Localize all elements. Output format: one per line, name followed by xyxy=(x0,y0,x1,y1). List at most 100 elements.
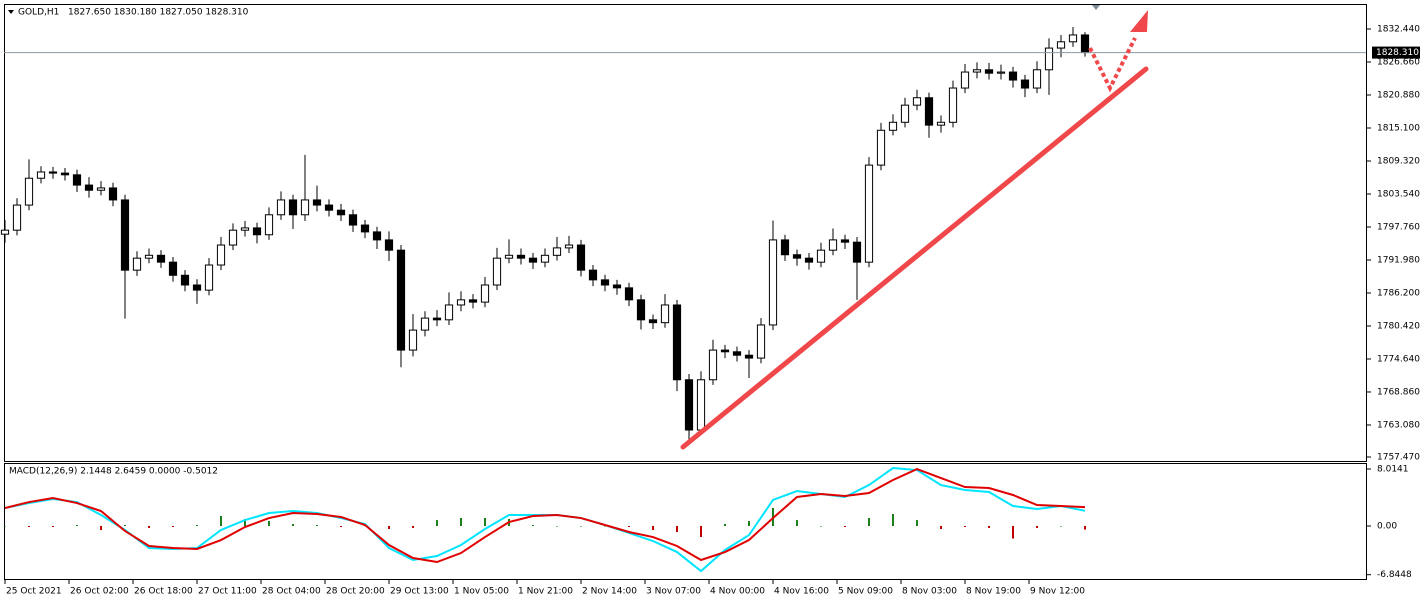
candle-body xyxy=(48,171,58,174)
histogram-bar xyxy=(484,517,486,527)
candle-body xyxy=(936,121,946,126)
last-price-label: 1828.310 xyxy=(1376,48,1419,58)
chart-subtitle: 1827.650 1830.180 1827.050 1828.310 xyxy=(68,8,249,18)
candle-body xyxy=(204,264,214,291)
y-tick-label: 1786.200 xyxy=(1377,288,1420,298)
candle-body xyxy=(276,199,286,216)
y-tick-label: 0.00 xyxy=(1377,522,1397,532)
candle-body xyxy=(648,319,658,324)
candle-body xyxy=(192,284,202,291)
candle-body xyxy=(108,187,118,201)
candle-body xyxy=(924,97,934,126)
menu-arrow[interactable] xyxy=(8,10,14,14)
y-tick-label: 1768.860 xyxy=(1377,387,1420,397)
candle-body xyxy=(264,214,274,236)
candle-body xyxy=(1032,69,1042,89)
candle-body xyxy=(312,199,322,206)
candle-body xyxy=(756,324,766,359)
histogram-bar xyxy=(676,526,678,533)
candle-body xyxy=(528,257,538,263)
histogram-bar xyxy=(76,525,78,527)
histogram-bar xyxy=(1036,526,1038,529)
candle-body xyxy=(612,284,622,289)
candle-body xyxy=(384,239,394,251)
y-tick-label: 1820.880 xyxy=(1377,91,1420,101)
histogram-bar xyxy=(220,515,222,527)
last-price-box xyxy=(1372,46,1420,59)
histogram-bar xyxy=(388,526,390,530)
x-tick-label: 29 Oct 13:00 xyxy=(390,587,449,597)
y-tick-label: 8.0141 xyxy=(1377,465,1409,475)
macd-line xyxy=(4,467,1086,564)
annotation xyxy=(680,10,1149,450)
x-tick-label: 4 Nov 00:00 xyxy=(710,587,765,597)
chart-title: GOLD,H1 xyxy=(18,8,59,18)
x-tick-label: 9 Nov 12:00 xyxy=(1030,587,1085,597)
candle-body xyxy=(156,254,166,263)
histogram-bar xyxy=(1084,526,1086,530)
x-tick-label: 1 Nov 21:00 xyxy=(518,587,573,597)
histogram-bar xyxy=(4,526,6,527)
candle-body xyxy=(252,227,262,236)
macd-title: MACD(12,26,9) 2.1448 2.6459 0.0000 -0.50… xyxy=(9,467,218,477)
x-tick-label: 26 Oct 18:00 xyxy=(134,587,193,597)
candle-body xyxy=(60,172,70,176)
x-tick-label: 2 Nov 14:00 xyxy=(582,587,637,597)
y-tick-label: 1780.420 xyxy=(1377,321,1420,331)
candle-body xyxy=(972,69,982,73)
candle-body xyxy=(12,204,22,231)
candle-body xyxy=(180,274,190,286)
candle-body xyxy=(216,244,226,266)
candle-body xyxy=(360,224,370,233)
candle-body xyxy=(888,121,898,131)
candle-body xyxy=(768,239,778,326)
candle-body xyxy=(468,299,478,303)
candle-body xyxy=(1044,47,1054,71)
candle-body xyxy=(372,231,382,241)
candle-body xyxy=(900,104,910,123)
candle-body xyxy=(24,177,34,206)
y-tick-label: 1832.440 xyxy=(1377,25,1420,35)
histogram-bar xyxy=(868,518,870,527)
candle-body xyxy=(1080,34,1090,54)
histogram-bar xyxy=(124,525,126,527)
histogram-bar xyxy=(268,520,270,527)
candle-body xyxy=(36,171,46,179)
histogram-bar xyxy=(52,526,54,528)
candle-body xyxy=(420,317,430,331)
candle-body xyxy=(840,239,850,243)
y-tick-label: 1803.540 xyxy=(1377,189,1420,199)
histogram-bar xyxy=(196,525,198,527)
x-tick-label: 28 Oct 04:00 xyxy=(262,587,321,597)
shift-marker xyxy=(1092,5,1100,10)
candle-body xyxy=(432,317,442,321)
candle-body xyxy=(480,284,490,303)
candle-body xyxy=(348,214,358,226)
y-tick-label: 1774.640 xyxy=(1377,354,1420,364)
x-tick-label: 28 Oct 20:00 xyxy=(326,587,385,597)
histogram-bar xyxy=(604,526,606,527)
candle-body xyxy=(552,247,562,256)
candle-body xyxy=(0,229,10,235)
candle-body xyxy=(984,69,994,74)
x-tick-label: 27 Oct 11:00 xyxy=(198,587,257,597)
candle-body xyxy=(324,204,334,211)
histogram-bar xyxy=(340,526,342,528)
candle-body xyxy=(240,227,250,231)
histogram-bar xyxy=(940,526,942,530)
candle-body xyxy=(600,279,610,286)
candle-body xyxy=(72,174,82,186)
x-tick-label: 26 Oct 02:00 xyxy=(70,587,129,597)
y-tick-label: 1763.080 xyxy=(1377,420,1420,430)
histogram-bar xyxy=(724,523,726,527)
histogram-bar xyxy=(460,517,462,527)
x-tick-label: 3 Nov 07:00 xyxy=(646,587,701,597)
candle-body xyxy=(444,304,454,321)
candle-body xyxy=(912,97,922,106)
candle-body xyxy=(780,239,790,256)
candle-body xyxy=(144,254,154,259)
candle-body xyxy=(300,199,310,216)
candle-body xyxy=(96,187,106,191)
histogram-bar xyxy=(628,526,630,528)
histogram-bar xyxy=(412,526,414,529)
